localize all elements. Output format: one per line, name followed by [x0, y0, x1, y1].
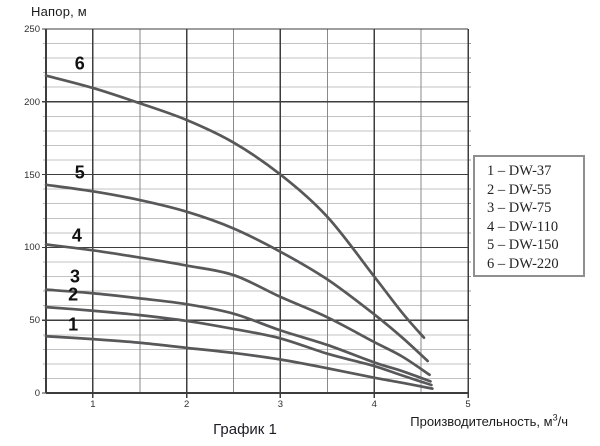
legend-item: 6 – DW-220	[487, 255, 559, 272]
chart-caption: График 1	[213, 421, 277, 438]
curve-label-4: 4	[71, 225, 82, 246]
legend-item: 4 – DW-110	[487, 218, 559, 235]
y-axis-title: Напор, м	[31, 4, 87, 19]
x-axis-title-superscript: 3	[552, 412, 558, 423]
curve-DW-37	[44, 334, 434, 390]
x-axis-title: Производительность, м3/ч	[410, 412, 568, 429]
curve-label-1: 1	[68, 313, 79, 334]
legend-item: 3 – DW-75	[487, 200, 552, 217]
legend-box: 1 – DW-37 2 – DW-55 3 – DW-75 4 – DW-110 5 –…	[473, 155, 585, 277]
legend-item: 5 – DW-150	[487, 237, 559, 254]
y-tick-label: 50	[29, 315, 40, 327]
x-axis-title-text: Производительность, м	[410, 414, 553, 429]
curve-DW-150	[44, 183, 430, 363]
curve-label-5: 5	[74, 162, 85, 183]
curve-DW-110	[44, 243, 431, 377]
curve-label-6: 6	[74, 53, 85, 74]
curve-DW-220	[44, 74, 426, 340]
x-tick-label: 1	[90, 399, 96, 410]
x-tick-label: 2	[184, 399, 190, 410]
curve-DW-75	[44, 288, 432, 383]
x-tick-label: 3	[277, 399, 284, 410]
y-tick-label: 250	[24, 24, 40, 35]
x-tick-label: 5	[465, 399, 471, 410]
y-tick-label: 200	[24, 96, 40, 108]
y-tick-label: 0	[34, 388, 40, 399]
legend-item: 2 – DW-55	[487, 181, 552, 198]
legend-item: 1 – DW-37	[487, 163, 552, 179]
curve-label-3: 3	[70, 265, 81, 286]
y-tick-label: 150	[24, 169, 40, 181]
y-tick-label: 100	[24, 242, 40, 254]
x-axis-title-unit: /ч	[557, 414, 568, 429]
curve-label-2: 2	[68, 284, 79, 305]
curve-DW-55	[44, 305, 433, 387]
x-tick-label: 4	[371, 399, 377, 410]
